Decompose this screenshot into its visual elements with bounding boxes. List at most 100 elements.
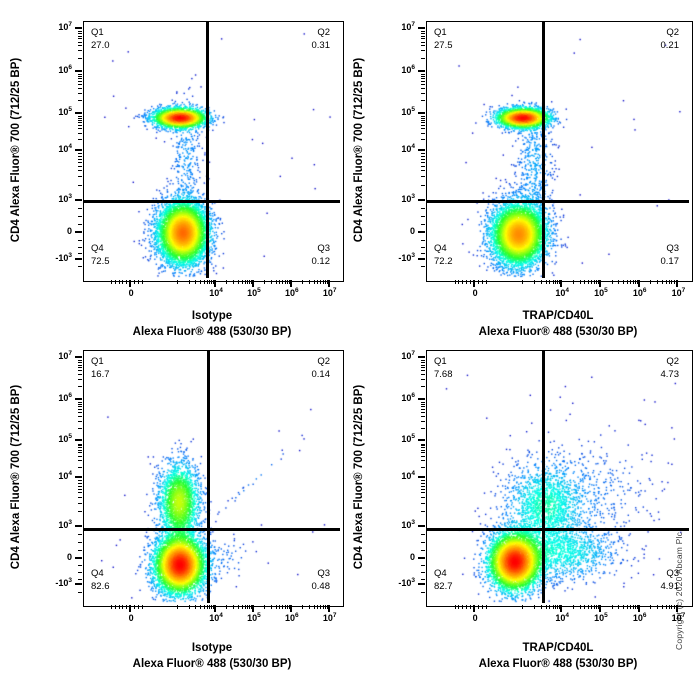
y-axis-minor-tick — [421, 367, 425, 369]
x-axis-subtitle-isotype-top: Alexa Fluor® 488 (530/30 BP) — [132, 326, 292, 338]
x-axis-tick-label: 0 — [472, 613, 478, 623]
x-axis-minor-tick — [275, 605, 277, 609]
x-axis-minor-tick — [668, 605, 670, 609]
y-axis-tick-label: 0 — [66, 551, 72, 562]
x-axis-minor-tick — [671, 280, 673, 284]
x-axis-minor-tick — [206, 605, 208, 609]
tick-exponent: 6 — [411, 63, 415, 71]
y-axis-title-trap-cd40l-top: CD4 Alexa Fluor® 700 (712/25 BP) — [353, 57, 365, 243]
y-axis-minor-tick — [421, 170, 425, 172]
y-axis-tick-label: -103 — [381, 252, 415, 263]
y-axis-minor-tick — [421, 443, 425, 445]
y-axis-minor-tick — [421, 447, 425, 449]
tick-base: -10 — [398, 252, 412, 263]
x-axis-minor-tick — [557, 280, 559, 284]
x-axis-minor-tick — [555, 605, 557, 609]
y-axis-minor-tick — [421, 360, 425, 362]
tick-base: 10 — [58, 351, 69, 362]
y-axis-major-tick — [418, 230, 425, 233]
y-axis-minor-tick — [78, 253, 82, 255]
y-axis-major-tick — [418, 257, 425, 260]
y-axis-major-tick — [75, 198, 82, 201]
y-axis-tick-label: 107 — [381, 21, 415, 32]
y-axis-major-tick — [418, 198, 425, 201]
y-axis-major-tick — [75, 356, 82, 359]
x-axis-minor-tick — [195, 605, 197, 609]
y-axis-minor-tick — [78, 132, 82, 134]
y-axis-minor-tick — [421, 401, 425, 403]
y-axis-minor-tick — [78, 77, 82, 79]
y-axis-minor-tick — [78, 511, 82, 513]
x-axis-minor-tick — [233, 280, 235, 284]
quadrant-value-q4: 82.6 — [91, 581, 110, 592]
x-axis-minor-tick — [249, 605, 251, 609]
y-axis-minor-tick — [78, 364, 82, 366]
x-axis-minor-tick — [627, 280, 629, 284]
y-axis-minor-tick — [78, 420, 82, 422]
y-axis-minor-tick — [421, 591, 425, 593]
tick-base: 10 — [322, 613, 333, 623]
x-axis-major-tick — [473, 280, 476, 287]
y-axis-major-tick — [418, 525, 425, 528]
y-axis-minor-tick — [78, 362, 82, 364]
x-axis-minor-tick — [596, 280, 598, 284]
x-axis-minor-tick — [478, 605, 480, 609]
x-axis-minor-tick — [591, 280, 593, 284]
y-axis-minor-tick — [421, 374, 425, 376]
y-axis-tick-label: 103 — [38, 519, 72, 530]
x-axis-tick-label: 0 — [128, 288, 134, 298]
tick-exponent: 5 — [604, 287, 608, 294]
y-axis-minor-tick — [78, 406, 82, 408]
x-axis-minor-tick — [482, 280, 484, 284]
x-axis-minor-tick — [665, 280, 667, 284]
y-axis-minor-tick — [78, 443, 82, 445]
tick-exponent: 5 — [411, 433, 415, 441]
y-axis-minor-tick — [78, 35, 82, 37]
y-axis-major-tick — [418, 111, 425, 114]
quadrant-label-q2: Q2 — [317, 27, 330, 38]
y-axis-minor-tick — [421, 572, 425, 573]
quadrant-value-q3: 4.91 — [660, 581, 680, 592]
x-axis-subtitle-trap-cd40l-bottom: Alexa Fluor® 488 (530/30 BP) — [478, 658, 638, 670]
x-axis-subtitle-trap-cd40l-top: Alexa Fluor® 488 (530/30 BP) — [478, 326, 638, 338]
y-axis-minor-tick — [421, 420, 425, 422]
tick-exponent: 4 — [565, 287, 569, 294]
y-axis-minor-tick — [78, 466, 82, 468]
x-axis-minor-tick — [470, 605, 472, 609]
y-axis-minor-tick — [421, 408, 425, 410]
x-axis-major-tick — [598, 280, 601, 287]
quadrant-value-q4: 72.2 — [434, 256, 453, 267]
tick-base: 10 — [401, 106, 412, 117]
x-axis-title-isotype-top: Isotype — [191, 310, 233, 322]
y-axis-tick-label: 103 — [381, 193, 415, 204]
x-axis-minor-tick — [572, 605, 574, 609]
y-axis-minor-tick — [78, 161, 82, 163]
tick-base: 10 — [401, 144, 412, 154]
x-axis-minor-tick — [320, 605, 322, 609]
x-axis-minor-tick — [326, 605, 328, 609]
tick-base: 10 — [247, 613, 258, 623]
y-axis-tick-label: 105 — [381, 106, 415, 117]
x-axis-minor-tick — [137, 280, 139, 284]
x-axis-major-tick — [327, 605, 330, 612]
y-axis-minor-tick — [78, 401, 82, 403]
x-axis-minor-tick — [482, 605, 484, 609]
y-axis-minor-tick — [421, 565, 425, 567]
x-axis-major-tick — [289, 280, 292, 287]
x-axis-tick-label: 106 — [627, 287, 653, 298]
x-axis-minor-tick — [632, 605, 634, 609]
x-axis-minor-tick — [213, 605, 215, 609]
x-axis-minor-tick — [552, 280, 554, 284]
x-axis-tick-label: 104 — [549, 287, 575, 298]
y-axis-minor-tick — [78, 386, 82, 388]
y-axis-minor-tick — [78, 496, 82, 498]
x-axis-minor-tick — [114, 605, 116, 609]
y-axis-minor-tick — [78, 155, 82, 157]
y-axis-minor-tick — [421, 411, 425, 413]
y-axis-minor-tick — [78, 165, 82, 167]
x-axis-minor-tick — [671, 605, 673, 609]
tick-base: 10 — [594, 613, 605, 623]
tick-base: 10 — [58, 392, 69, 403]
y-axis-major-tick — [418, 149, 425, 151]
x-axis-minor-tick — [634, 280, 636, 284]
